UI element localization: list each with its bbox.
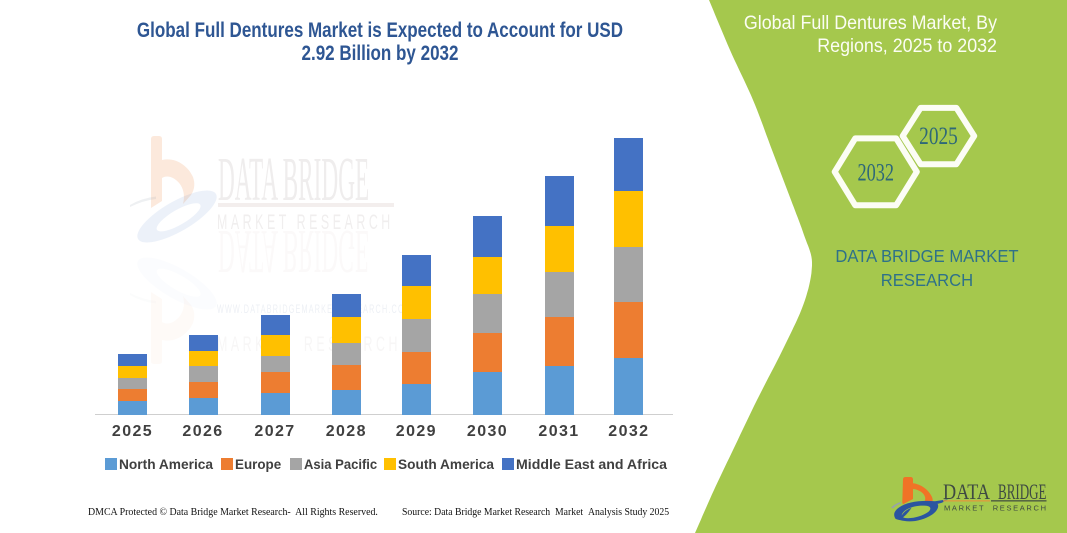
svg-text:BRIDGE: BRIDGE <box>998 479 1047 504</box>
svg-text:MARKET RESEARCH: MARKET RESEARCH <box>944 504 1046 513</box>
svg-text:DATA: DATA <box>943 479 990 504</box>
svg-text:2025: 2025 <box>919 123 958 150</box>
svg-text:2032: 2032 <box>857 160 894 187</box>
